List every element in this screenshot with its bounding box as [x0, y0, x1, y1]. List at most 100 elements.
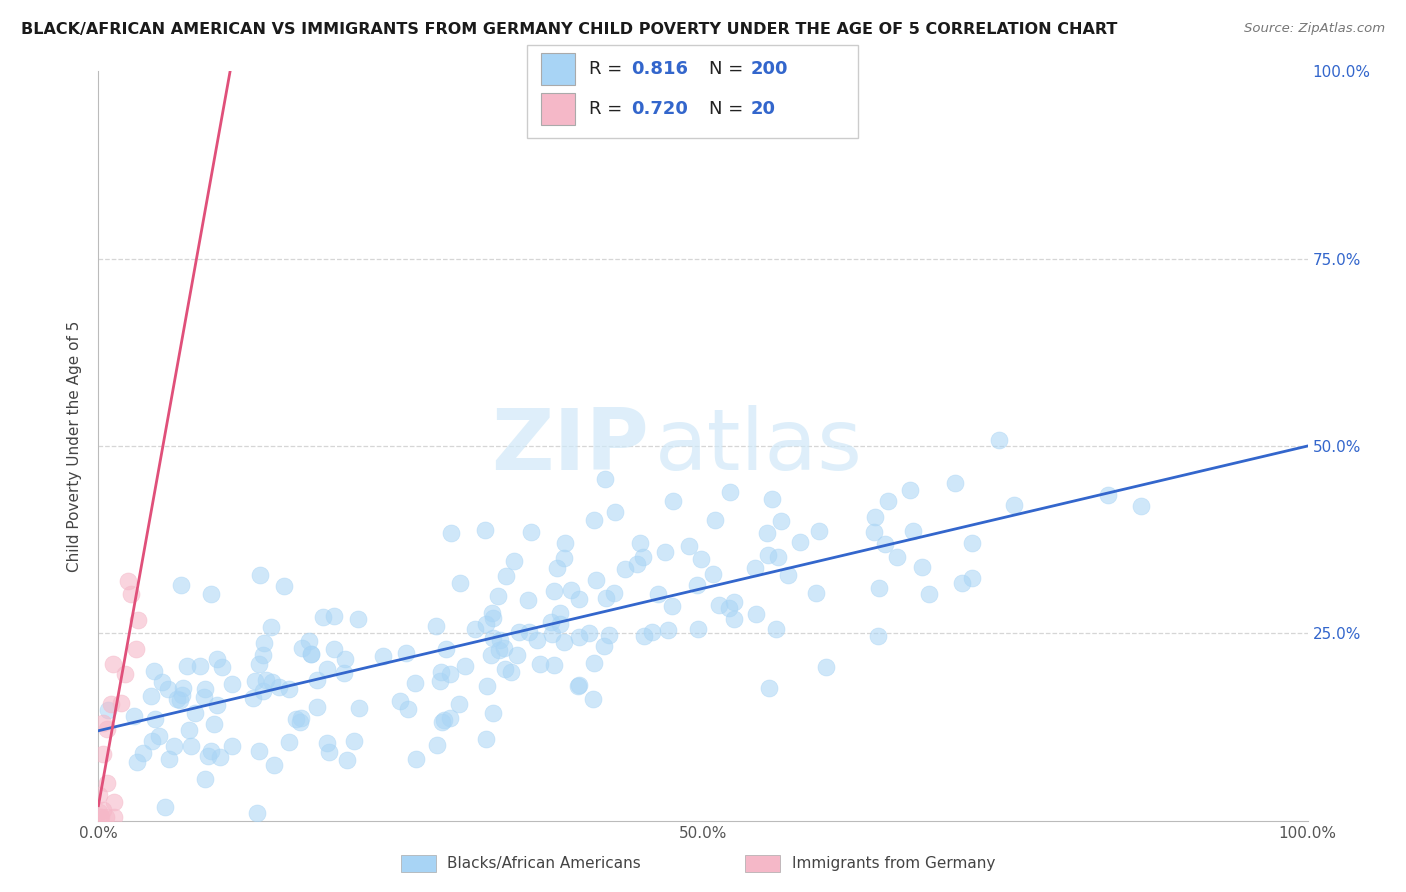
- Point: [252, 648, 274, 662]
- Point: [482, 632, 505, 646]
- Point: [141, 689, 163, 703]
- Point: [259, 620, 281, 634]
- Point: [188, 658, 211, 673]
- Text: N =: N =: [709, 100, 748, 118]
- Point: [633, 629, 655, 643]
- Point: [553, 634, 575, 648]
- Point: [657, 623, 679, 637]
- Point: [262, 674, 284, 689]
- Point: [91, 715, 114, 730]
- Point: [526, 633, 548, 648]
- Point: [90, 810, 112, 824]
- Point: [815, 660, 838, 674]
- Point: [273, 578, 295, 592]
- Point: [744, 560, 766, 574]
- Point: [886, 549, 908, 564]
- Point: [686, 578, 709, 592]
- Point: [553, 551, 575, 566]
- Text: R =: R =: [589, 60, 628, 78]
- Point: [583, 657, 606, 671]
- Point: [343, 734, 366, 748]
- Point: [464, 622, 486, 636]
- Point: [395, 646, 418, 660]
- Text: 0.816: 0.816: [631, 60, 689, 78]
- Point: [567, 679, 589, 693]
- Point: [155, 800, 177, 814]
- Point: [1097, 488, 1119, 502]
- Point: [950, 575, 973, 590]
- Point: [529, 657, 551, 671]
- Point: [583, 512, 606, 526]
- Point: [312, 610, 335, 624]
- Point: [960, 536, 983, 550]
- Point: [143, 665, 166, 679]
- Point: [776, 567, 799, 582]
- Point: [434, 641, 457, 656]
- Point: [405, 752, 427, 766]
- Point: [430, 665, 453, 679]
- Point: [426, 739, 449, 753]
- Point: [543, 657, 565, 672]
- Text: R =: R =: [589, 100, 628, 118]
- Point: [156, 682, 179, 697]
- Point: [322, 608, 344, 623]
- Point: [425, 619, 447, 633]
- Point: [180, 739, 202, 753]
- Point: [911, 560, 934, 574]
- Point: [89, 810, 111, 824]
- Point: [117, 574, 139, 589]
- Point: [439, 667, 461, 681]
- Point: [508, 625, 530, 640]
- Point: [202, 717, 225, 731]
- Point: [593, 472, 616, 486]
- Point: [723, 595, 745, 609]
- Point: [505, 648, 527, 662]
- Point: [177, 723, 200, 737]
- Point: [89, 789, 111, 803]
- Point: [789, 535, 811, 549]
- Point: [170, 578, 193, 592]
- Point: [243, 673, 266, 688]
- Point: [172, 681, 194, 695]
- Point: [758, 681, 780, 695]
- Point: [96, 776, 118, 790]
- Point: [943, 476, 966, 491]
- Point: [103, 795, 125, 809]
- Point: [278, 682, 301, 697]
- Point: [517, 624, 540, 639]
- Point: [494, 641, 516, 656]
- Point: [336, 753, 359, 767]
- Point: [766, 550, 789, 565]
- Point: [307, 673, 329, 688]
- Text: 0.720: 0.720: [631, 100, 688, 118]
- Point: [488, 633, 510, 648]
- Y-axis label: Child Poverty Under the Age of 5: Child Poverty Under the Age of 5: [67, 320, 83, 572]
- Point: [550, 606, 572, 620]
- Point: [495, 569, 517, 583]
- Point: [316, 663, 339, 677]
- Point: [595, 591, 617, 606]
- Point: [474, 523, 496, 537]
- Point: [127, 613, 149, 627]
- Text: BLACK/AFRICAN AMERICAN VS IMMIGRANTS FROM GERMANY CHILD POVERTY UNDER THE AGE OF: BLACK/AFRICAN AMERICAN VS IMMIGRANTS FRO…: [21, 22, 1118, 37]
- Point: [703, 513, 725, 527]
- Point: [475, 731, 498, 746]
- Point: [278, 735, 301, 749]
- Point: [176, 659, 198, 673]
- Point: [546, 561, 568, 575]
- Point: [430, 715, 453, 730]
- Point: [603, 585, 626, 599]
- Point: [141, 734, 163, 748]
- Point: [318, 745, 340, 759]
- Point: [690, 552, 713, 566]
- Point: [626, 557, 648, 571]
- Point: [194, 772, 217, 787]
- Point: [488, 643, 510, 657]
- Point: [200, 587, 222, 601]
- Point: [125, 642, 148, 657]
- Point: [127, 755, 149, 769]
- Point: [868, 629, 890, 643]
- Point: [554, 536, 576, 550]
- Point: [863, 524, 886, 539]
- Point: [247, 657, 270, 671]
